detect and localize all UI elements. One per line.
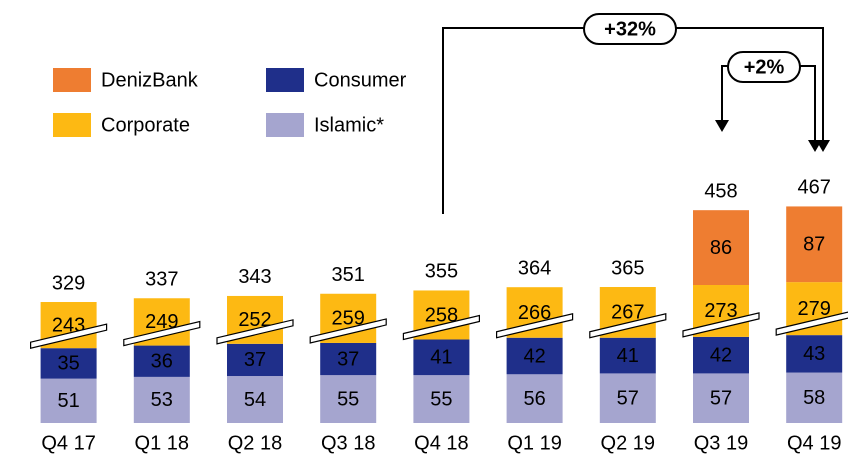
value-label: 37 [337,348,359,370]
bar-segment [413,375,470,423]
value-label: 35 [57,353,79,375]
bar-segment [693,336,749,374]
value-label: 41 [430,347,452,369]
axis-break [496,312,574,339]
bar-segment [133,345,190,377]
value-label: 53 [151,389,173,411]
x-tick-label: Q2 18 [228,432,282,454]
axis-break [775,311,848,336]
bar-segment [786,372,843,423]
axis-break [589,312,667,339]
value-label: 58 [803,387,825,409]
bar-segment [786,206,843,283]
bar-segment [506,374,563,423]
bar-segment [786,335,843,373]
bar-segment [227,343,283,377]
bar-segment [320,342,377,376]
x-tick-label: Q3 19 [694,432,748,454]
axis-break [30,323,108,349]
bar-segment [40,378,97,423]
bar-segment [227,376,283,423]
axis-break [123,320,201,347]
value-label: 56 [523,388,545,410]
value-label: 258 [425,304,458,326]
axis-break [682,312,760,338]
value-label: 249 [145,311,178,333]
x-tick-label: Q4 18 [414,432,468,454]
value-label: 252 [238,309,271,331]
bar-segment [693,373,749,423]
value-label: 87 [803,234,825,256]
value-label: 267 [611,302,644,324]
legend-label: Corporate [101,114,190,136]
arrow-head [808,140,822,152]
bar-segment [413,339,470,376]
axis-break [402,314,480,341]
total-label: 355 [425,261,458,283]
axis-break [216,319,294,345]
value-label: 37 [244,349,266,371]
value-label: 55 [337,388,359,410]
legend-label: DenizBank [101,69,199,91]
bar-segment [320,375,377,423]
pill [583,13,677,45]
value-label: 36 [151,351,173,373]
legend-swatch [53,113,91,137]
total-label: 343 [238,266,271,288]
value-label: 57 [617,387,639,409]
value-label: 55 [430,388,452,410]
value-label: 41 [617,345,639,367]
x-tick-label: Q3 18 [321,432,375,454]
value-label: 259 [332,308,365,330]
total-label: 337 [145,269,178,291]
x-tick-label: Q1 18 [135,432,189,454]
arrow-2 [721,65,816,140]
x-tick-label: Q4 19 [787,432,841,454]
annotation: +2% [744,56,785,78]
value-label: 86 [710,237,732,259]
total-label: 329 [52,272,85,294]
legend-swatch [266,68,304,92]
value-label: 273 [704,300,737,322]
axis-break [309,318,387,344]
x-tick-label: Q4 17 [41,432,95,454]
bar-segment [599,373,656,423]
legend-label: Consumer [314,69,407,91]
bar-segment [133,376,190,423]
total-label: 364 [518,257,551,279]
value-label: 57 [710,387,732,409]
bar-segment [40,348,97,379]
arrow-head [715,120,729,132]
bar-segment [693,210,749,285]
value-label: 43 [803,343,825,365]
total-label: 458 [704,180,737,202]
bar-segment [506,337,563,375]
value-label: 42 [523,345,545,367]
total-label: 365 [611,257,644,279]
annotation: +32% [604,18,656,40]
bar-segment [599,337,656,374]
value-label: 266 [518,302,551,324]
legend-swatch [53,68,91,92]
value-label: 51 [57,390,79,412]
value-label: 42 [710,344,732,366]
total-label: 467 [798,177,831,199]
legend-swatch [266,113,304,137]
x-tick-label: Q2 19 [601,432,655,454]
total-label: 351 [332,264,365,286]
value-label: 54 [244,389,266,411]
legend-label: Islamic* [314,114,384,136]
value-label: 279 [798,298,831,320]
pill [727,51,801,83]
x-tick-label: Q1 19 [507,432,561,454]
